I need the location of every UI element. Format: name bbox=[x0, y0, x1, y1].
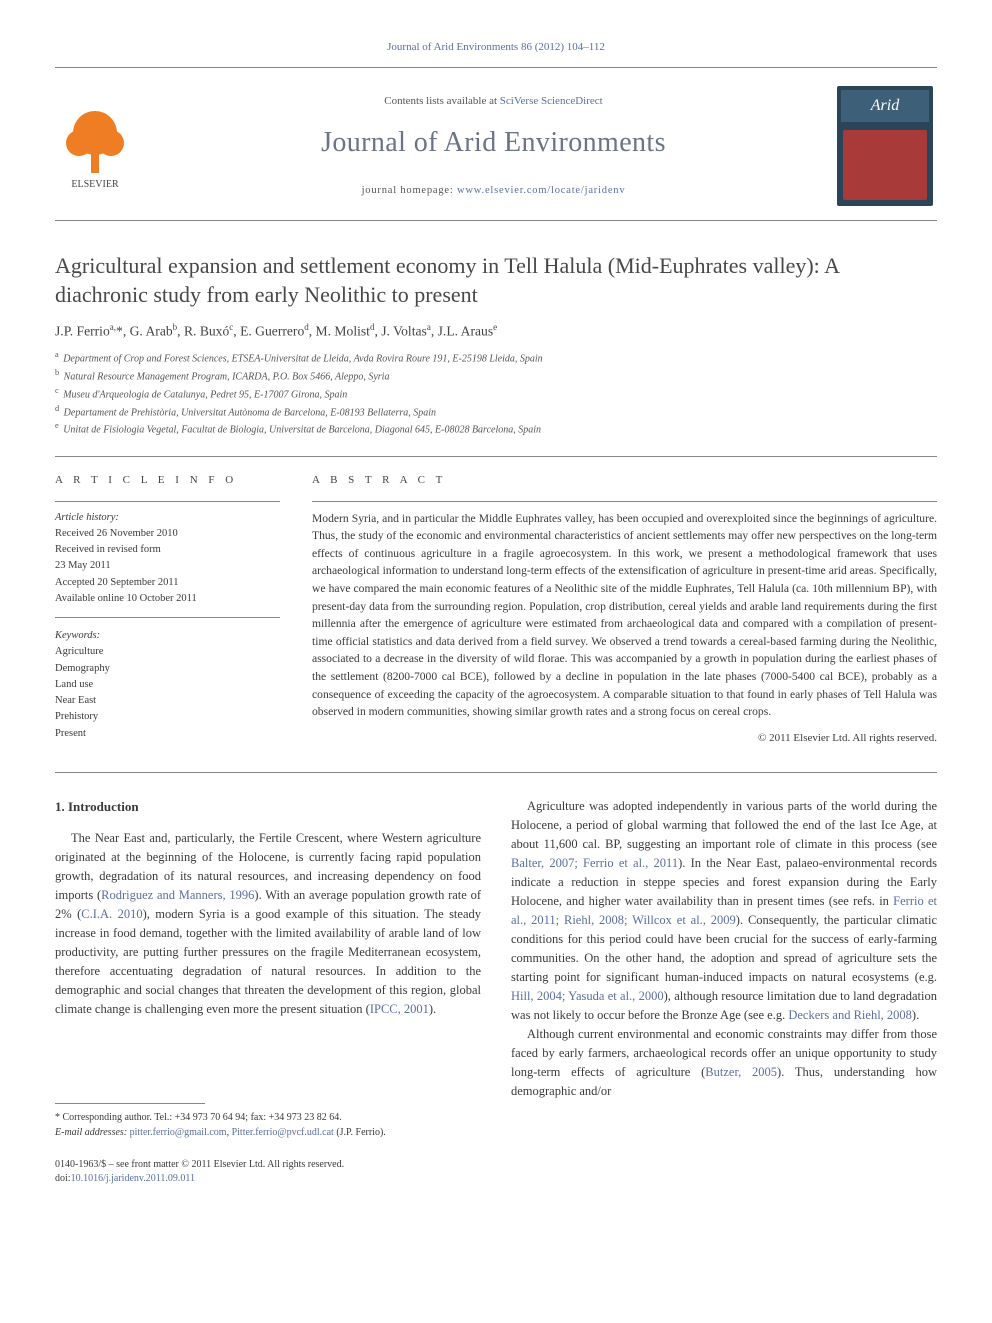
cite-balter[interactable]: Balter, 2007; Ferrio et al., 2011 bbox=[511, 856, 678, 870]
homepage-prefix: journal homepage: bbox=[362, 185, 457, 196]
info-abstract-row: A R T I C L E I N F O Article history: R… bbox=[55, 473, 937, 746]
article-info: A R T I C L E I N F O Article history: R… bbox=[55, 473, 280, 746]
email-label: E-mail addresses: bbox=[55, 1127, 130, 1138]
footnote-rule bbox=[55, 1103, 205, 1104]
history-line: Received 26 November 2010 bbox=[55, 526, 280, 542]
abstract: A B S T R A C T Modern Syria, and in par… bbox=[312, 473, 937, 746]
intro-p2: Agriculture was adopted independently in… bbox=[511, 797, 937, 1025]
body-divider bbox=[55, 772, 937, 773]
affiliation: a Department of Crop and Forest Sciences… bbox=[55, 349, 937, 367]
sciencedirect-link[interactable]: SciVerse ScienceDirect bbox=[500, 95, 603, 107]
affiliation: c Museu d'Arqueologia de Catalunya, Pedr… bbox=[55, 385, 937, 403]
keywords-label: Keywords: bbox=[55, 628, 280, 644]
keyword: Present bbox=[55, 726, 280, 742]
history: Received 26 November 2010Received in rev… bbox=[55, 526, 280, 607]
cite-deckers[interactable]: Deckers and Riehl, 2008 bbox=[788, 1008, 912, 1022]
corr-line: * Corresponding author. Tel.: +34 973 70… bbox=[55, 1110, 481, 1125]
header-center: Contents lists available at SciVerse Sci… bbox=[164, 94, 823, 199]
affiliation: d Departament de Prehistòria, Universita… bbox=[55, 403, 937, 421]
history-label: Article history: bbox=[55, 510, 280, 526]
authors: J.P. Ferrioa,*, G. Arabb, R. Buxóc, E. G… bbox=[55, 321, 937, 341]
journal-cover-thumb[interactable]: Arid bbox=[837, 86, 933, 206]
intro-p3: Although current environmental and econo… bbox=[511, 1025, 937, 1101]
doi-link[interactable]: 10.1016/j.jaridenv.2011.09.011 bbox=[71, 1173, 195, 1184]
cite-ipcc[interactable]: IPCC, 2001 bbox=[370, 1002, 429, 1016]
elsevier-logo: ELSEVIER bbox=[55, 99, 150, 195]
keyword: Prehistory bbox=[55, 709, 280, 725]
doi-line: doi:10.1016/j.jaridenv.2011.09.011 bbox=[55, 1172, 344, 1186]
cite-rodriguez[interactable]: Rodriguez and Manners, 1996 bbox=[101, 888, 254, 902]
cover-map-graphic bbox=[843, 130, 927, 200]
affiliation: b Natural Resource Management Program, I… bbox=[55, 367, 937, 385]
history-line: Accepted 20 September 2011 bbox=[55, 575, 280, 591]
citation-line: Journal of Arid Environments 86 (2012) 1… bbox=[55, 40, 937, 55]
cite-cia[interactable]: C.I.A. 2010 bbox=[81, 907, 142, 921]
page: Journal of Arid Environments 86 (2012) 1… bbox=[0, 0, 992, 1216]
journal-header: ELSEVIER Contents lists available at Sci… bbox=[55, 67, 937, 221]
body-columns: 1. Introduction The Near East and, parti… bbox=[55, 797, 937, 1140]
info-sep bbox=[55, 617, 280, 618]
cite-hill[interactable]: Hill, 2004; Yasuda et al., 2000 bbox=[511, 989, 664, 1003]
history-line: Received in revised form bbox=[55, 542, 280, 558]
abstract-label: A B S T R A C T bbox=[312, 473, 937, 488]
email-2[interactable]: Pitter.ferrio@pvcf.udl.cat bbox=[232, 1127, 334, 1138]
keyword: Near East bbox=[55, 693, 280, 709]
keywords: AgricultureDemographyLand useNear EastPr… bbox=[55, 644, 280, 742]
divider bbox=[55, 456, 937, 457]
abstract-text: Modern Syria, and in particular the Midd… bbox=[312, 510, 937, 721]
journal-name: Journal of Arid Environments bbox=[164, 123, 823, 162]
email-line: E-mail addresses: pitter.ferrio@gmail.co… bbox=[55, 1125, 481, 1140]
intro-p1: The Near East and, particularly, the Fer… bbox=[55, 829, 481, 1019]
contents-prefix: Contents lists available at bbox=[384, 95, 499, 107]
affiliations: a Department of Crop and Forest Sciences… bbox=[55, 349, 937, 438]
article-title: Agricultural expansion and settlement ec… bbox=[55, 251, 937, 309]
affiliation: e Unitat de Fisiologia Vegetal, Facultat… bbox=[55, 420, 937, 438]
keyword: Land use bbox=[55, 677, 280, 693]
contents-line: Contents lists available at SciVerse Sci… bbox=[164, 94, 823, 109]
cover-title: Arid bbox=[841, 90, 929, 122]
footer: 0140-1963/$ – see front matter © 2011 El… bbox=[55, 1158, 937, 1186]
email-1[interactable]: pitter.ferrio@gmail.com bbox=[130, 1127, 227, 1138]
homepage-url[interactable]: www.elsevier.com/locate/jaridenv bbox=[457, 185, 625, 196]
svg-text:ELSEVIER: ELSEVIER bbox=[71, 179, 119, 189]
info-divider bbox=[55, 501, 280, 502]
issn-line: 0140-1963/$ – see front matter © 2011 El… bbox=[55, 1158, 344, 1172]
keyword: Demography bbox=[55, 661, 280, 677]
cite-butzer[interactable]: Butzer, 2005 bbox=[705, 1065, 777, 1079]
section-heading: 1. Introduction bbox=[55, 797, 481, 817]
issn-block: 0140-1963/$ – see front matter © 2011 El… bbox=[55, 1158, 344, 1186]
article-info-label: A R T I C L E I N F O bbox=[55, 473, 280, 488]
corresponding-author: * Corresponding author. Tel.: +34 973 70… bbox=[55, 1110, 481, 1140]
keyword: Agriculture bbox=[55, 644, 280, 660]
homepage-line: journal homepage: www.elsevier.com/locat… bbox=[164, 184, 823, 199]
history-line: Available online 10 October 2011 bbox=[55, 591, 280, 607]
footnote-block: * Corresponding author. Tel.: +34 973 70… bbox=[55, 1103, 481, 1140]
history-line: 23 May 2011 bbox=[55, 558, 280, 574]
copyright: © 2011 Elsevier Ltd. All rights reserved… bbox=[312, 731, 937, 746]
abstract-divider bbox=[312, 501, 937, 502]
